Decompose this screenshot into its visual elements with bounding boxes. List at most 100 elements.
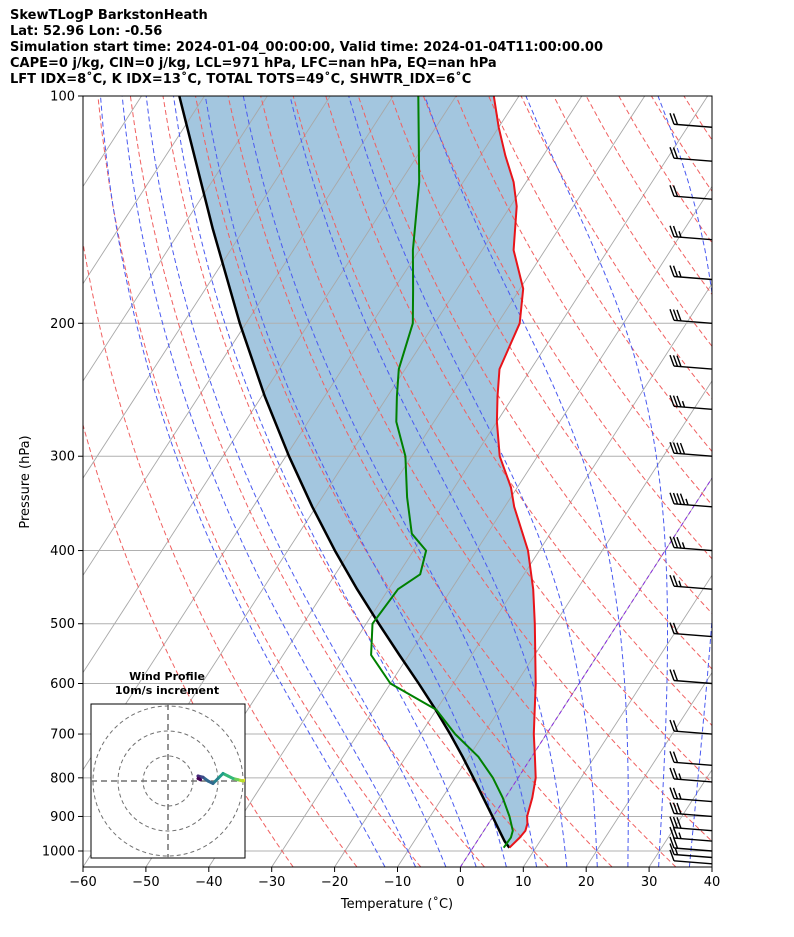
wind-barb-flag — [672, 265, 679, 278]
hodograph-trace-segment — [196, 777, 202, 782]
wind-barb-flag — [672, 309, 679, 321]
dry-adiabat — [227, 96, 677, 867]
wind-barb — [669, 849, 713, 865]
wind-barb-half-flag — [685, 498, 689, 506]
wind-barb-shaft — [673, 860, 713, 865]
isotherm — [648, 768, 712, 867]
wind-barb-flag — [672, 113, 679, 125]
dry-adiabat — [749, 96, 794, 867]
dry-adiabat — [455, 96, 712, 506]
wind-barb-flag — [669, 787, 675, 799]
dry-adiabat — [129, 96, 485, 867]
moist-adiabat — [783, 96, 794, 867]
wind-barb — [669, 719, 713, 735]
wind-barb-flag — [672, 185, 679, 197]
wind-barb-flag — [669, 354, 675, 367]
moist-adiabat — [173, 96, 477, 867]
convective-params: CAPE=0 j/kg, CIN=0 j/kg, LCL=971 hPa, LF… — [10, 56, 497, 71]
wind-barb — [669, 836, 713, 852]
wind-barb — [669, 574, 713, 590]
wind-barb-flag — [672, 442, 679, 454]
wind-barb — [669, 354, 713, 370]
wind-barb-flag — [672, 827, 679, 839]
x-tick-label: 40 — [704, 875, 721, 890]
wind-barb-flag — [672, 837, 679, 849]
y-tick-label: 600 — [50, 677, 75, 692]
x-tick-label: −20 — [321, 875, 348, 890]
isotherm — [271, 185, 712, 867]
wind-barb-shaft — [673, 365, 713, 370]
wind-barb-shaft — [673, 853, 713, 859]
wind-barb-flag — [672, 720, 679, 732]
wind-barb — [669, 492, 713, 508]
wind-barb-flag — [669, 265, 675, 277]
x-tick-label: 10 — [515, 875, 532, 890]
y-tick-label: 700 — [50, 728, 75, 743]
wind-barb — [669, 395, 713, 411]
wind-barb-flag — [672, 751, 679, 763]
dry-adiabat — [195, 96, 613, 867]
wind-barb — [669, 843, 713, 859]
wind-barb — [669, 622, 713, 638]
wind-barb-flag — [669, 536, 675, 548]
wind-barb-shaft — [673, 679, 713, 685]
wind-barb — [669, 441, 713, 457]
wind-barb-half-flag — [681, 542, 686, 549]
parcel-profile-line — [178, 96, 511, 849]
wind-barb-shaft — [673, 195, 713, 200]
x-tick-label: −50 — [132, 875, 159, 890]
x-tick-label: −40 — [195, 875, 222, 890]
wind-barb — [669, 225, 713, 241]
wind-barb-flag — [669, 113, 675, 125]
x-tick-label: 30 — [641, 875, 658, 890]
dry-adiabat — [782, 96, 794, 867]
moist-adiabat — [657, 96, 712, 867]
isotherm — [83, 96, 331, 479]
wind-barb-flag — [672, 225, 679, 238]
moist-adiabat — [242, 96, 538, 867]
wind-barb-shaft — [673, 123, 713, 128]
wind-barb-flag — [679, 493, 686, 505]
hodograph-ring — [117, 730, 219, 832]
wind-barb-flag — [672, 147, 679, 159]
wind-barb-flag — [676, 802, 682, 815]
wind-barb-flag — [672, 802, 679, 814]
wind-barb-flag — [669, 843, 675, 855]
wind-barb-flag — [669, 309, 675, 321]
wind-barb — [669, 184, 713, 200]
wind-barb-flag — [669, 574, 675, 587]
dry-adiabat — [422, 96, 712, 560]
wind-barb-flag — [669, 184, 675, 197]
wind-barb-flag — [672, 492, 679, 505]
wind-barb-flag — [672, 622, 679, 635]
y-tick-label: 800 — [50, 771, 75, 786]
wind-barb — [669, 265, 713, 281]
wind-barb-half-flag — [678, 580, 682, 587]
wind-barb — [669, 802, 713, 818]
y-tick-label: 400 — [50, 544, 75, 559]
wind-barb — [669, 751, 713, 767]
isotherm — [711, 866, 712, 867]
wind-barb-flag — [672, 816, 679, 829]
wind-barb-shaft — [673, 585, 713, 590]
wind-barb-flag — [679, 442, 686, 455]
wind-barb — [669, 787, 713, 803]
isotherm — [334, 282, 712, 867]
moist-adiabat — [424, 96, 629, 867]
wind-barb-flag — [676, 817, 682, 829]
dewpoint-profile-line — [370, 96, 514, 849]
x-axis-label: Temperature (˚C) — [340, 896, 453, 912]
wind-barb-flag — [672, 575, 679, 587]
y-tick-label: 500 — [50, 617, 75, 632]
isotherm — [397, 380, 712, 867]
cape-cin-shading — [179, 96, 536, 848]
wind-barb-flag — [669, 669, 675, 681]
hodograph-subtitle: 10m/s increment — [114, 684, 220, 697]
x-tick-label: −10 — [384, 875, 411, 890]
dry-adiabat — [390, 96, 712, 615]
wind-barb-half-flag — [678, 231, 682, 238]
wind-barb-flag — [669, 849, 675, 862]
moist-adiabat — [525, 96, 668, 867]
wind-barb-shaft — [673, 236, 713, 241]
isotherm — [83, 96, 205, 285]
